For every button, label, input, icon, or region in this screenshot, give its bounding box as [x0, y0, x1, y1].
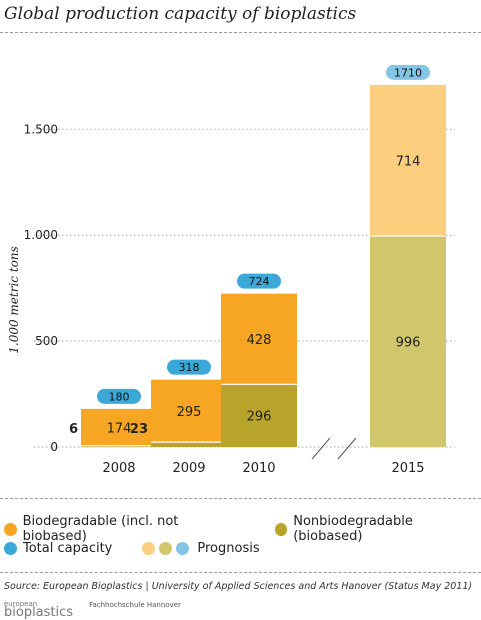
x-tick-label-2015: 2015: [391, 461, 424, 476]
bar-biodegradable-2008: [81, 408, 157, 446]
prognosis-total-dot: [176, 542, 190, 555]
label-biodegradable-2009: 295: [177, 405, 202, 420]
label-nonbiodegradable-2015: 996: [396, 336, 421, 351]
y-tick-label: 500: [35, 334, 58, 348]
total-label-2009: 318: [179, 361, 200, 374]
y-tick-label: 1.500: [24, 122, 58, 136]
label-nonbiodegradable-2008: 6: [69, 422, 78, 437]
source-top-rule: [0, 572, 481, 573]
y-tick-label: 1.000: [24, 228, 58, 242]
total-capacity-legend-label: Total capacity: [23, 541, 113, 556]
bar-nonbiodegradable-2010: [221, 384, 297, 447]
label-biodegradable-2010: 428: [247, 333, 272, 348]
chart-title: Global production capacity of bioplastic…: [4, 4, 357, 24]
nonbiodegradable-legend-label: Nonbiodegradable (biobased): [293, 514, 413, 544]
source-note: Source: European Bioplastics | Universit…: [4, 581, 473, 592]
bar-nonbiodegradable-2009: [151, 442, 227, 447]
total-label-2010: 724: [249, 275, 270, 288]
prognosis-bio-dot: [142, 542, 156, 555]
y-tick-label: 0: [50, 440, 58, 454]
x-tick-label-2010: 2010: [242, 461, 275, 476]
footer-logos: european bioplastics Fachhochschule Hanno…: [4, 600, 181, 620]
bar-biodegradable-2015: [370, 84, 446, 237]
legend-row-2: Total capacity Prognosis: [4, 541, 260, 556]
x-tick-label-2008: 2008: [102, 461, 135, 476]
label-nonbiodegradable-2009: 23: [130, 422, 148, 437]
bar-nonbiodegradable-2015: [370, 236, 446, 447]
label-nonbiodegradable-2010: 296: [247, 410, 272, 425]
total-badge-2009: [167, 359, 211, 375]
bar-chart: 1.000 metric tons 0 500 1.000 1.500 174 6 180 20…: [7, 64, 455, 476]
total-capacity-legend-dot: [4, 542, 17, 555]
y-axis-label: 1.000 metric tons: [7, 246, 21, 354]
nonbiodegradable-legend-dot: [274, 522, 288, 536]
legend-row-1: Biodegradable (incl. not biobased) Nonbi…: [4, 514, 481, 544]
legend-top-rule: [0, 498, 481, 499]
total-label-2008: 180: [109, 390, 130, 403]
label-biodegradable-2008: 174: [107, 421, 132, 436]
prognosis-nonbio-dot: [159, 542, 173, 555]
bar-nonbiodegradable-2008: [81, 445, 157, 447]
european-bioplastics-logo: european bioplastics: [4, 600, 74, 620]
axis-break-mark-left: [311, 437, 331, 460]
x-tick-label-2009: 2009: [172, 461, 205, 476]
fh-hannover-logo: Fachhochschule Hannover: [89, 601, 181, 609]
title-rule: [0, 32, 481, 33]
total-badge-2015: [386, 64, 430, 80]
bar-biodegradable-2009: [151, 379, 227, 443]
total-badge-2008: [97, 388, 141, 404]
prognosis-legend-label: Prognosis: [197, 541, 260, 556]
bar-biodegradable-2010: [221, 293, 297, 385]
biodegradable-legend-label: Biodegradable (incl. not biobased): [22, 514, 179, 544]
biodegradable-legend-dot: [4, 522, 17, 536]
total-label-2015: 1710: [394, 66, 422, 79]
total-badge-2010: [237, 273, 281, 289]
label-biodegradable-2015: 714: [396, 154, 421, 169]
axis-break-mark-right: [337, 437, 357, 460]
